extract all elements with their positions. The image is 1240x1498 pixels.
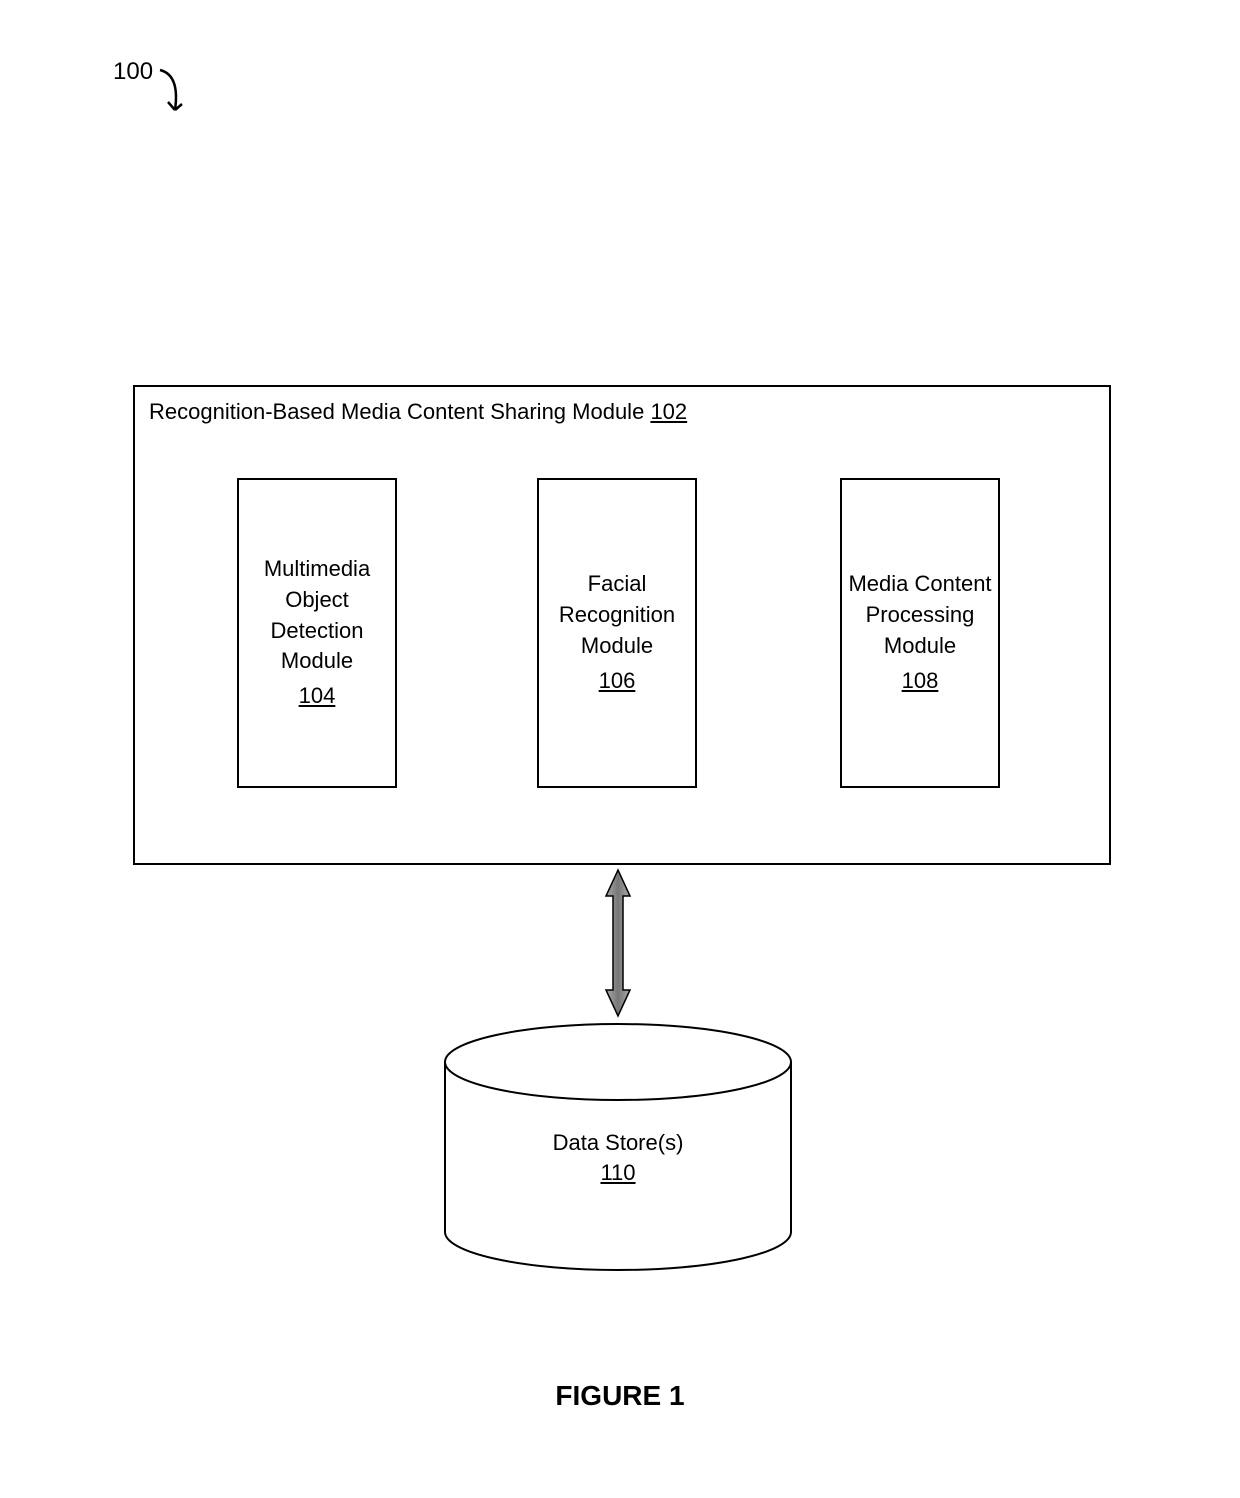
sub-module-box-1: Multimedia Object Detection Module 104: [237, 478, 397, 788]
sub-module-3-ref: 108: [902, 666, 939, 697]
main-module-title: Recognition-Based Media Content Sharing …: [149, 399, 687, 425]
sub-module-1-ref: 104: [299, 681, 336, 712]
sub-module-2-line-2: Module: [581, 631, 653, 662]
data-store-label-group: Data Store(s) 110: [443, 1130, 793, 1186]
bidirectional-arrow-icon: [598, 868, 638, 1020]
sub-module-box-2: Facial Recognition Module 106: [537, 478, 697, 788]
figure-reference-number: 100: [113, 58, 153, 86]
data-store-label: Data Store(s): [553, 1130, 684, 1155]
sub-module-2-ref: 106: [599, 666, 636, 697]
sub-module-3-line-2: Module: [884, 631, 956, 662]
sub-module-1-line-2: Detection: [271, 616, 364, 647]
data-store-ref: 110: [443, 1160, 793, 1186]
sub-module-3-line-0: Media Content: [848, 569, 991, 600]
figure-caption: FIGURE 1: [0, 1380, 1240, 1412]
sub-module-1-line-1: Object: [285, 585, 349, 616]
sub-module-3-line-1: Processing: [866, 600, 975, 631]
sub-module-2-line-0: Facial: [588, 569, 647, 600]
reference-arrow-icon: [150, 60, 210, 140]
sub-module-box-3: Media Content Processing Module 108: [840, 478, 1000, 788]
main-module-ref: 102: [650, 399, 687, 424]
sub-module-2-line-1: Recognition: [559, 600, 675, 631]
main-module-label: Recognition-Based Media Content Sharing …: [149, 399, 644, 424]
sub-module-1-line-0: Multimedia: [264, 554, 370, 585]
figure-caption-text: FIGURE 1: [555, 1380, 684, 1411]
figure-ref-text: 100: [113, 58, 153, 85]
sub-module-1-line-3: Module: [281, 646, 353, 677]
